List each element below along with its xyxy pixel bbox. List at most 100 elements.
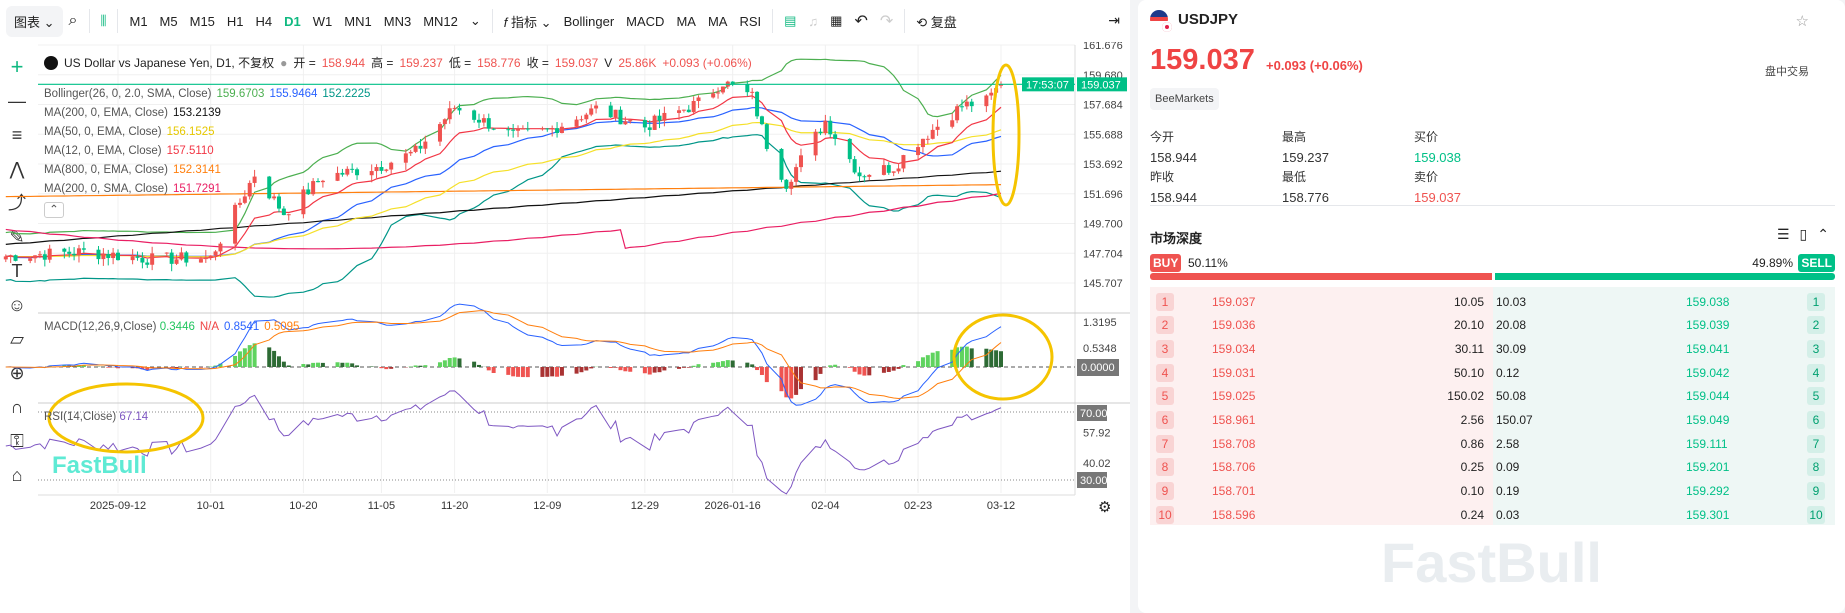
text-icon[interactable]: T [11,261,23,281]
indicator-value: 157.5110 [166,145,214,157]
macd-histogram-bar [355,365,360,367]
candle-body [106,253,111,259]
crosshair-icon[interactable]: + [10,54,24,79]
undo-icon[interactable]: ↶ [854,13,868,30]
indicator-shortcut-macd[interactable]: MACD [626,13,665,29]
indicator-legend[interactable]: MA(12, 0, EMA, Close) 157.5110 [44,145,214,157]
timeframe-h1[interactable]: H1 [226,13,244,29]
chart-menu-button[interactable]: 图表 ⌄ [6,5,63,37]
timeframe-d1[interactable]: D1 [284,13,301,29]
bid-level: 6 [1156,411,1174,429]
orderbook-row[interactable]: 7 158.708 0.86 2.58 159.111 7 [1150,431,1835,456]
candle-body [969,101,974,107]
document-icon[interactable]: ▯ [1799,226,1808,242]
indicator-value: 155.9464 [269,88,318,100]
bid-level: 9 [1156,482,1174,501]
layout-icon[interactable]: ▤ [784,13,797,28]
fib-icon[interactable]: ⤴ [8,193,26,213]
orderbook-row[interactable]: 9 158.701 0.10 0.19 159.292 9 [1150,479,1835,504]
bid-volume: 0.10 [1460,484,1484,499]
orderbook-row[interactable]: 4 159.031 50.10 0.12 159.042 4 [1150,360,1835,385]
candle-body [506,129,511,131]
ask-level: 1 [1807,292,1825,311]
orderbook-row[interactable]: 10 158.596 0.24 0.03 159.301 10 [1150,502,1835,527]
macd-histogram-bar [589,367,594,369]
channel-icon[interactable]: ≡ [11,125,23,145]
macd-histogram-bar [457,358,462,367]
timeframe-mn1[interactable]: MN1 [344,13,372,29]
indicator-shortcut-ma[interactable]: MA [707,13,728,29]
indicators-button[interactable]: f 指标 ⌄ [503,14,552,30]
ma200-sma-line [5,192,1002,250]
buy-badge: BUY [1150,254,1182,272]
timeframe-h4[interactable]: H4 [255,13,273,29]
timeframe-m15[interactable]: M15 [189,13,215,29]
candle-body [135,256,140,258]
indicator-legend[interactable]: MA(50, 0, EMA, Close) 156.1525 [44,126,215,138]
orderbook-row[interactable]: 6 158.961 2.56 150.07 159.049 6 [1150,408,1835,433]
collapse-legend-chevron-icon[interactable]: ⌃ [44,202,64,218]
macd-histogram-bar [964,346,969,367]
macd-value: 0.8541 [224,321,260,333]
indicator-shortcut-rsi[interactable]: RSI [739,13,762,29]
brush-icon[interactable]: ✎ [9,227,25,247]
calendar-icon[interactable]: ▦ [830,13,843,28]
timeframe-m1[interactable]: M1 [129,13,148,29]
candle-body [62,248,67,252]
indicator-value: 152.2225 [322,88,371,100]
timeframe-mn3[interactable]: MN3 [383,13,412,29]
rsi-value: 67.14 [119,411,149,423]
macd-histogram-bar [237,351,242,367]
price-chart[interactable]: 161.676159.680157.684155.688153.692151.6… [0,42,1130,613]
indicator-shortcut-bollinger[interactable]: Bollinger [563,13,615,29]
ask-volume: 0.12 [1496,365,1520,380]
change-abs: +0.093 [1266,58,1307,73]
indicator-shortcut-ma[interactable]: MA [676,13,696,29]
ruler-icon[interactable]: ▱ [10,329,24,349]
indicator-legend[interactable]: MA(800, 0, EMA, Close) 152.3141 [44,164,221,176]
emoji-icon[interactable]: ☺ [7,295,27,315]
candlestick-type-icon[interactable]: ⫼ [100,13,107,28]
quote-stat: 最低 158.776 [1282,168,1329,205]
candle-body [374,167,379,172]
list-view-icon[interactable]: ☰ [1776,226,1790,242]
indicator-legend[interactable]: MA(200, 0, SMA, Close) 151.7291 [44,183,221,195]
broker-tag[interactable]: BeeMarkets [1150,88,1219,110]
collapse-panel-icon[interactable]: ⇥ [1108,12,1120,29]
timeframe-w1[interactable]: W1 [312,13,333,29]
indicator-legend[interactable]: Bollinger(26, 0, 2.0, SMA, Close) 159.670… [44,88,370,100]
candle-body [852,159,857,173]
divider [772,9,774,33]
candle-body [764,124,769,149]
search-icon[interactable]: ⌕ [68,12,78,29]
ask-price: 159.038 [1686,294,1730,309]
lock-drawing-icon[interactable]: ⚿ [10,431,24,451]
replay-button[interactable]: ⟲ 复盘 [916,14,957,30]
ask-price: 159.301 [1686,507,1730,522]
magnet-icon[interactable]: ∩ [10,397,24,417]
indicator-legend[interactable]: MA(200, 0, EMA, Close) 153.2139 [44,107,221,119]
redo-icon[interactable]: ↷ [879,13,894,30]
orderbook-row[interactable]: 3 159.034 30.11 30.09 159.041 3 [1150,336,1835,361]
orderbook-row[interactable]: 5 159.025 150.02 50.08 159.044 5 [1150,384,1835,409]
alert-bell-icon[interactable]: ♫ [808,13,819,29]
candle-body [755,91,760,117]
horizontal-line-icon[interactable]: — [8,91,26,111]
pattern-icon[interactable]: ⋀ [9,159,25,179]
candle-body [818,131,823,134]
timeframe-mn12[interactable]: MN12 [423,13,458,29]
macd-histogram-bar [437,362,442,367]
orderbook-row[interactable]: 8 158.706 0.25 0.09 159.201 8 [1150,455,1835,480]
timeframe-m5[interactable]: M5 [159,13,178,29]
favorite-star-icon[interactable]: ☆ [1795,13,1809,30]
candle-body [964,101,969,107]
orderbook-row[interactable]: 2 159.036 20.10 20.08 159.039 2 [1150,313,1835,338]
timeframe-more-chevron-icon[interactable]: ⌄ [469,13,481,28]
candle-body [955,106,960,121]
chart-settings-gear-icon[interactable]: ⚙ [1098,499,1112,516]
collapse-chevron-up-icon[interactable]: ⌃ [1817,226,1829,242]
lock-icon[interactable]: ⌂ [11,465,23,485]
macd-histogram-bar [642,367,647,374]
candle-body [213,251,218,256]
orderbook-row[interactable]: 1 159.037 10.05 10.03 159.038 1 [1150,289,1835,314]
